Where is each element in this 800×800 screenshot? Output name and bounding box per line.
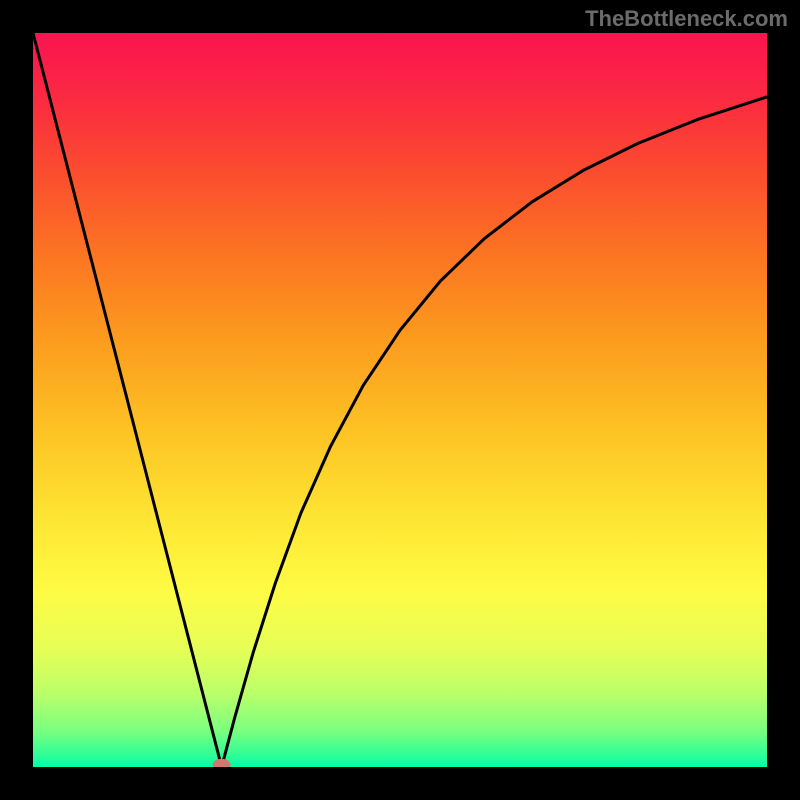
plot-svg xyxy=(33,33,767,767)
plot-background xyxy=(33,33,767,767)
chart-container: TheBottleneck.com xyxy=(0,0,800,800)
watermark-text: TheBottleneck.com xyxy=(585,6,788,32)
plot-area xyxy=(33,33,767,767)
